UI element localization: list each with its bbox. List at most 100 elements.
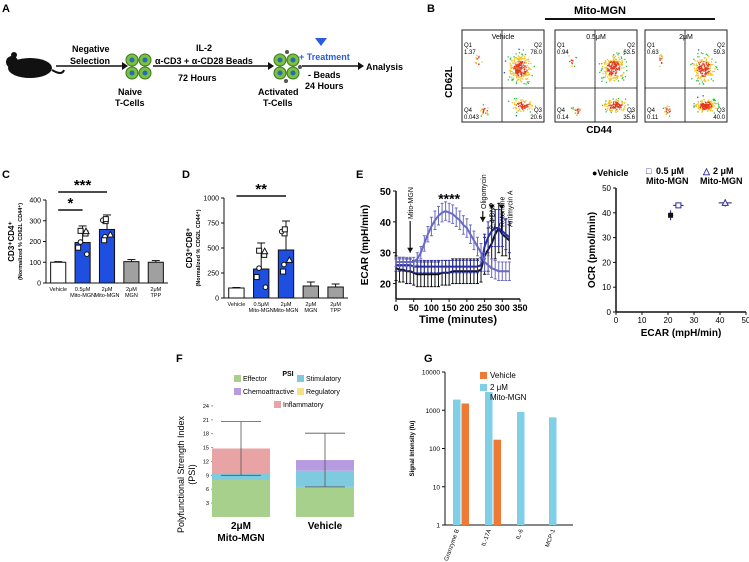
y-tick-label: 10 (433, 484, 441, 491)
data-point (84, 251, 90, 257)
mito-mgn-header: Mito-MGN (574, 5, 626, 17)
facs-event-dot (515, 61, 517, 63)
facs-event-dot (703, 79, 705, 81)
facs-event-dot (513, 98, 516, 100)
facs-event-dot (605, 60, 607, 62)
data-point (256, 265, 262, 271)
facs-event-dot (519, 102, 522, 104)
psi-title: PSI (282, 371, 293, 378)
facs-event-dot (531, 104, 533, 106)
facs-event-dot (577, 109, 579, 111)
y-tick-label: 750 (207, 221, 219, 228)
facs-event-dot (509, 58, 512, 60)
facs-event-dot (575, 109, 577, 111)
facs-event-dot (527, 71, 529, 73)
step-beads: α-CD3 + α-CD28 Beads (155, 56, 253, 66)
facs-event-dot (661, 55, 664, 57)
facs-event-dot (717, 104, 720, 106)
y-tick-label: 12 (203, 459, 209, 465)
y-tick-label: 15 (203, 446, 209, 452)
x-tick-label: 50 (409, 303, 419, 313)
facs-event-dot (696, 78, 699, 80)
facs-event-dot (614, 107, 616, 109)
facs-event-dot (701, 64, 703, 66)
y-axis-label: ECAR (mpH/min) (360, 205, 371, 286)
facs-event-dot (616, 99, 619, 102)
facs-event-dot (610, 67, 612, 69)
facs-event-dot (524, 107, 526, 109)
facs-plot-frame (461, 29, 545, 123)
facs-event-dot (522, 110, 525, 112)
y-tick-label: 30 (602, 234, 611, 243)
facs-event-dot (708, 105, 710, 108)
facs-event-dot (615, 111, 617, 113)
chart-c: 0 100 200 300 400 CD3⁺CD4⁺ (Normalized % CD62L… (7, 177, 168, 299)
y-tick-label: 250 (207, 271, 219, 278)
facs-event-dot (704, 73, 706, 75)
facs-event-dot (509, 57, 512, 59)
y-tick-label: 50 (380, 187, 392, 198)
facs-event-dot (623, 67, 625, 69)
facs-event-dot (703, 105, 706, 107)
facs-event-dot (700, 66, 703, 68)
facs-event-dot (608, 69, 611, 71)
facs-event-dot (617, 100, 619, 103)
facs-event-dot (703, 57, 705, 59)
facs-event-dot (521, 104, 524, 106)
facs-event-dot (620, 109, 623, 111)
facs-event-dot (527, 82, 530, 85)
facs-event-dot (617, 77, 619, 79)
facs-event-dot (523, 74, 526, 77)
facs-event-dot (619, 106, 622, 108)
facs-event-dot (522, 103, 524, 106)
facs-event-dot (697, 49, 700, 51)
facs-event-dot (612, 65, 614, 67)
y-tick-label: 1 (436, 523, 440, 530)
facs-event-dot (487, 114, 489, 116)
annotation-oligomycin: Oligomycin (481, 174, 488, 209)
facs-event-dot (515, 53, 517, 55)
facs-event-dot (604, 105, 606, 107)
facs-event-dot (524, 73, 526, 75)
facs-event-dot (624, 58, 626, 61)
facs-event-dot (700, 77, 702, 79)
facs-event-dot (570, 59, 572, 61)
facs-event-dot (520, 70, 522, 72)
facs-event-dot (607, 107, 609, 109)
facs-event-dot (474, 62, 477, 64)
facs-event-dot (662, 107, 665, 109)
facs-event-dot (514, 69, 517, 71)
facs-event-dot (612, 54, 615, 56)
facs-event-dot (611, 69, 613, 71)
facs-event-dot (627, 104, 629, 106)
facs-event-dot (701, 73, 703, 75)
panel-e-letter: E (356, 169, 363, 181)
facs-event-dot (703, 66, 706, 68)
facs-event-dot (520, 81, 523, 83)
facs-event-dot (599, 71, 601, 74)
facs-event-dot (623, 102, 626, 104)
facs-event-dot (691, 62, 694, 65)
facs-event-dot (705, 72, 707, 74)
facs-event-dot (707, 68, 709, 70)
facs-event-dot (696, 72, 698, 74)
facs-event-dot (709, 108, 711, 111)
facs-event-dot (703, 60, 705, 63)
facs-event-dot (609, 110, 611, 112)
facs-event-dot (482, 111, 485, 113)
facs-event-dot (700, 72, 702, 74)
facs-event-dot (707, 70, 710, 73)
bar (123, 261, 140, 284)
facs-event-dot (708, 101, 711, 104)
facs-event-dot (698, 109, 701, 111)
facs-event-dot (612, 98, 614, 100)
facs-event-dot (517, 110, 520, 112)
legend-marker-triangle: △ (702, 166, 711, 176)
facs-event-dot (527, 105, 529, 107)
facs-event-dot (612, 105, 614, 108)
facs-event-dot (700, 52, 703, 54)
facs-event-dot (521, 66, 523, 68)
facs-event-dot (517, 66, 519, 68)
facs-event-dot (517, 61, 519, 63)
facs-q3-value: 20.6 (530, 115, 542, 121)
